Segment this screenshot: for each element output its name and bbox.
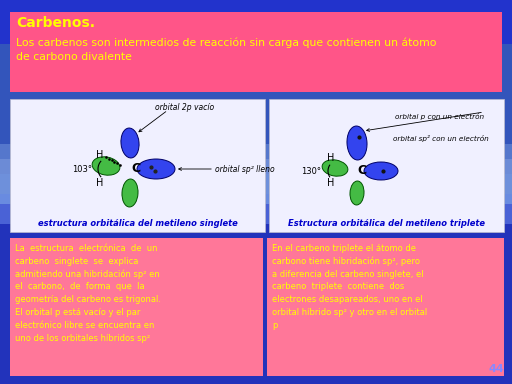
Text: carbeno  triplete  contiene  dos: carbeno triplete contiene dos	[272, 282, 404, 291]
FancyBboxPatch shape	[267, 238, 504, 376]
Ellipse shape	[137, 159, 175, 179]
Text: Los carbenos son intermedios de reacción sin carga que contienen un átomo
de car: Los carbenos son intermedios de reacción…	[16, 37, 437, 61]
FancyBboxPatch shape	[0, 0, 512, 44]
Ellipse shape	[347, 126, 367, 160]
Text: a diferencia del carbeno singlete, el: a diferencia del carbeno singlete, el	[272, 270, 423, 279]
Ellipse shape	[322, 160, 348, 176]
Text: H: H	[96, 178, 104, 188]
Text: orbital sp² lleno: orbital sp² lleno	[215, 164, 274, 174]
Ellipse shape	[122, 179, 138, 207]
Text: Carbenos.: Carbenos.	[16, 16, 95, 30]
FancyBboxPatch shape	[10, 12, 502, 92]
Text: Estructura orbitálica del metileno triplete: Estructura orbitálica del metileno tripl…	[288, 219, 485, 228]
Text: La  estructura  electrónica  de  un: La estructura electrónica de un	[15, 244, 158, 253]
Text: orbital híbrido sp² y otro en el orbital: orbital híbrido sp² y otro en el orbital	[272, 308, 427, 317]
Text: carbeno  singlete  se  explica: carbeno singlete se explica	[15, 257, 138, 266]
Text: geometría del carbeno es trigonal.: geometría del carbeno es trigonal.	[15, 295, 161, 304]
Text: uno de los orbitales híbridos sp²: uno de los orbitales híbridos sp²	[15, 334, 150, 343]
FancyBboxPatch shape	[0, 159, 512, 174]
Text: p: p	[272, 321, 278, 330]
Text: orbital 2p vacío: orbital 2p vacío	[156, 103, 215, 111]
Ellipse shape	[350, 181, 364, 205]
Text: admitiendo una hibridación sp² en: admitiendo una hibridación sp² en	[15, 270, 160, 279]
Text: el  carbono,  de  forma  que  la: el carbono, de forma que la	[15, 282, 144, 291]
Ellipse shape	[121, 128, 139, 158]
Text: H: H	[327, 153, 335, 163]
FancyBboxPatch shape	[0, 174, 512, 194]
Text: 130°: 130°	[301, 167, 321, 175]
Text: carbono tiene hibridación sp², pero: carbono tiene hibridación sp², pero	[272, 257, 420, 266]
Ellipse shape	[92, 157, 120, 175]
Text: electrónico libre se encuentra en: electrónico libre se encuentra en	[15, 321, 155, 330]
Text: H: H	[96, 150, 104, 160]
Text: 103°: 103°	[72, 164, 92, 174]
FancyBboxPatch shape	[269, 99, 504, 232]
FancyBboxPatch shape	[10, 99, 265, 232]
FancyBboxPatch shape	[0, 44, 512, 154]
Text: En el carbeno triplete el átomo de: En el carbeno triplete el átomo de	[272, 244, 416, 253]
Text: El orbital p está vacío y el par: El orbital p está vacío y el par	[15, 308, 140, 317]
Text: 44: 44	[488, 364, 504, 374]
Text: orbital sp² con un electrón: orbital sp² con un electrón	[393, 136, 489, 142]
FancyBboxPatch shape	[10, 238, 263, 376]
Text: C: C	[357, 164, 367, 177]
FancyBboxPatch shape	[0, 194, 512, 224]
Ellipse shape	[364, 162, 398, 180]
Text: C: C	[132, 162, 141, 175]
Text: estructura orbitálica del metileno singlete: estructura orbitálica del metileno singl…	[37, 219, 238, 228]
Text: orbital p con un electrón: orbital p con un electrón	[395, 114, 484, 121]
FancyBboxPatch shape	[0, 204, 512, 384]
Text: electrones desapareados, uno en el: electrones desapareados, uno en el	[272, 295, 423, 304]
Text: H: H	[327, 178, 335, 188]
FancyBboxPatch shape	[0, 144, 512, 204]
